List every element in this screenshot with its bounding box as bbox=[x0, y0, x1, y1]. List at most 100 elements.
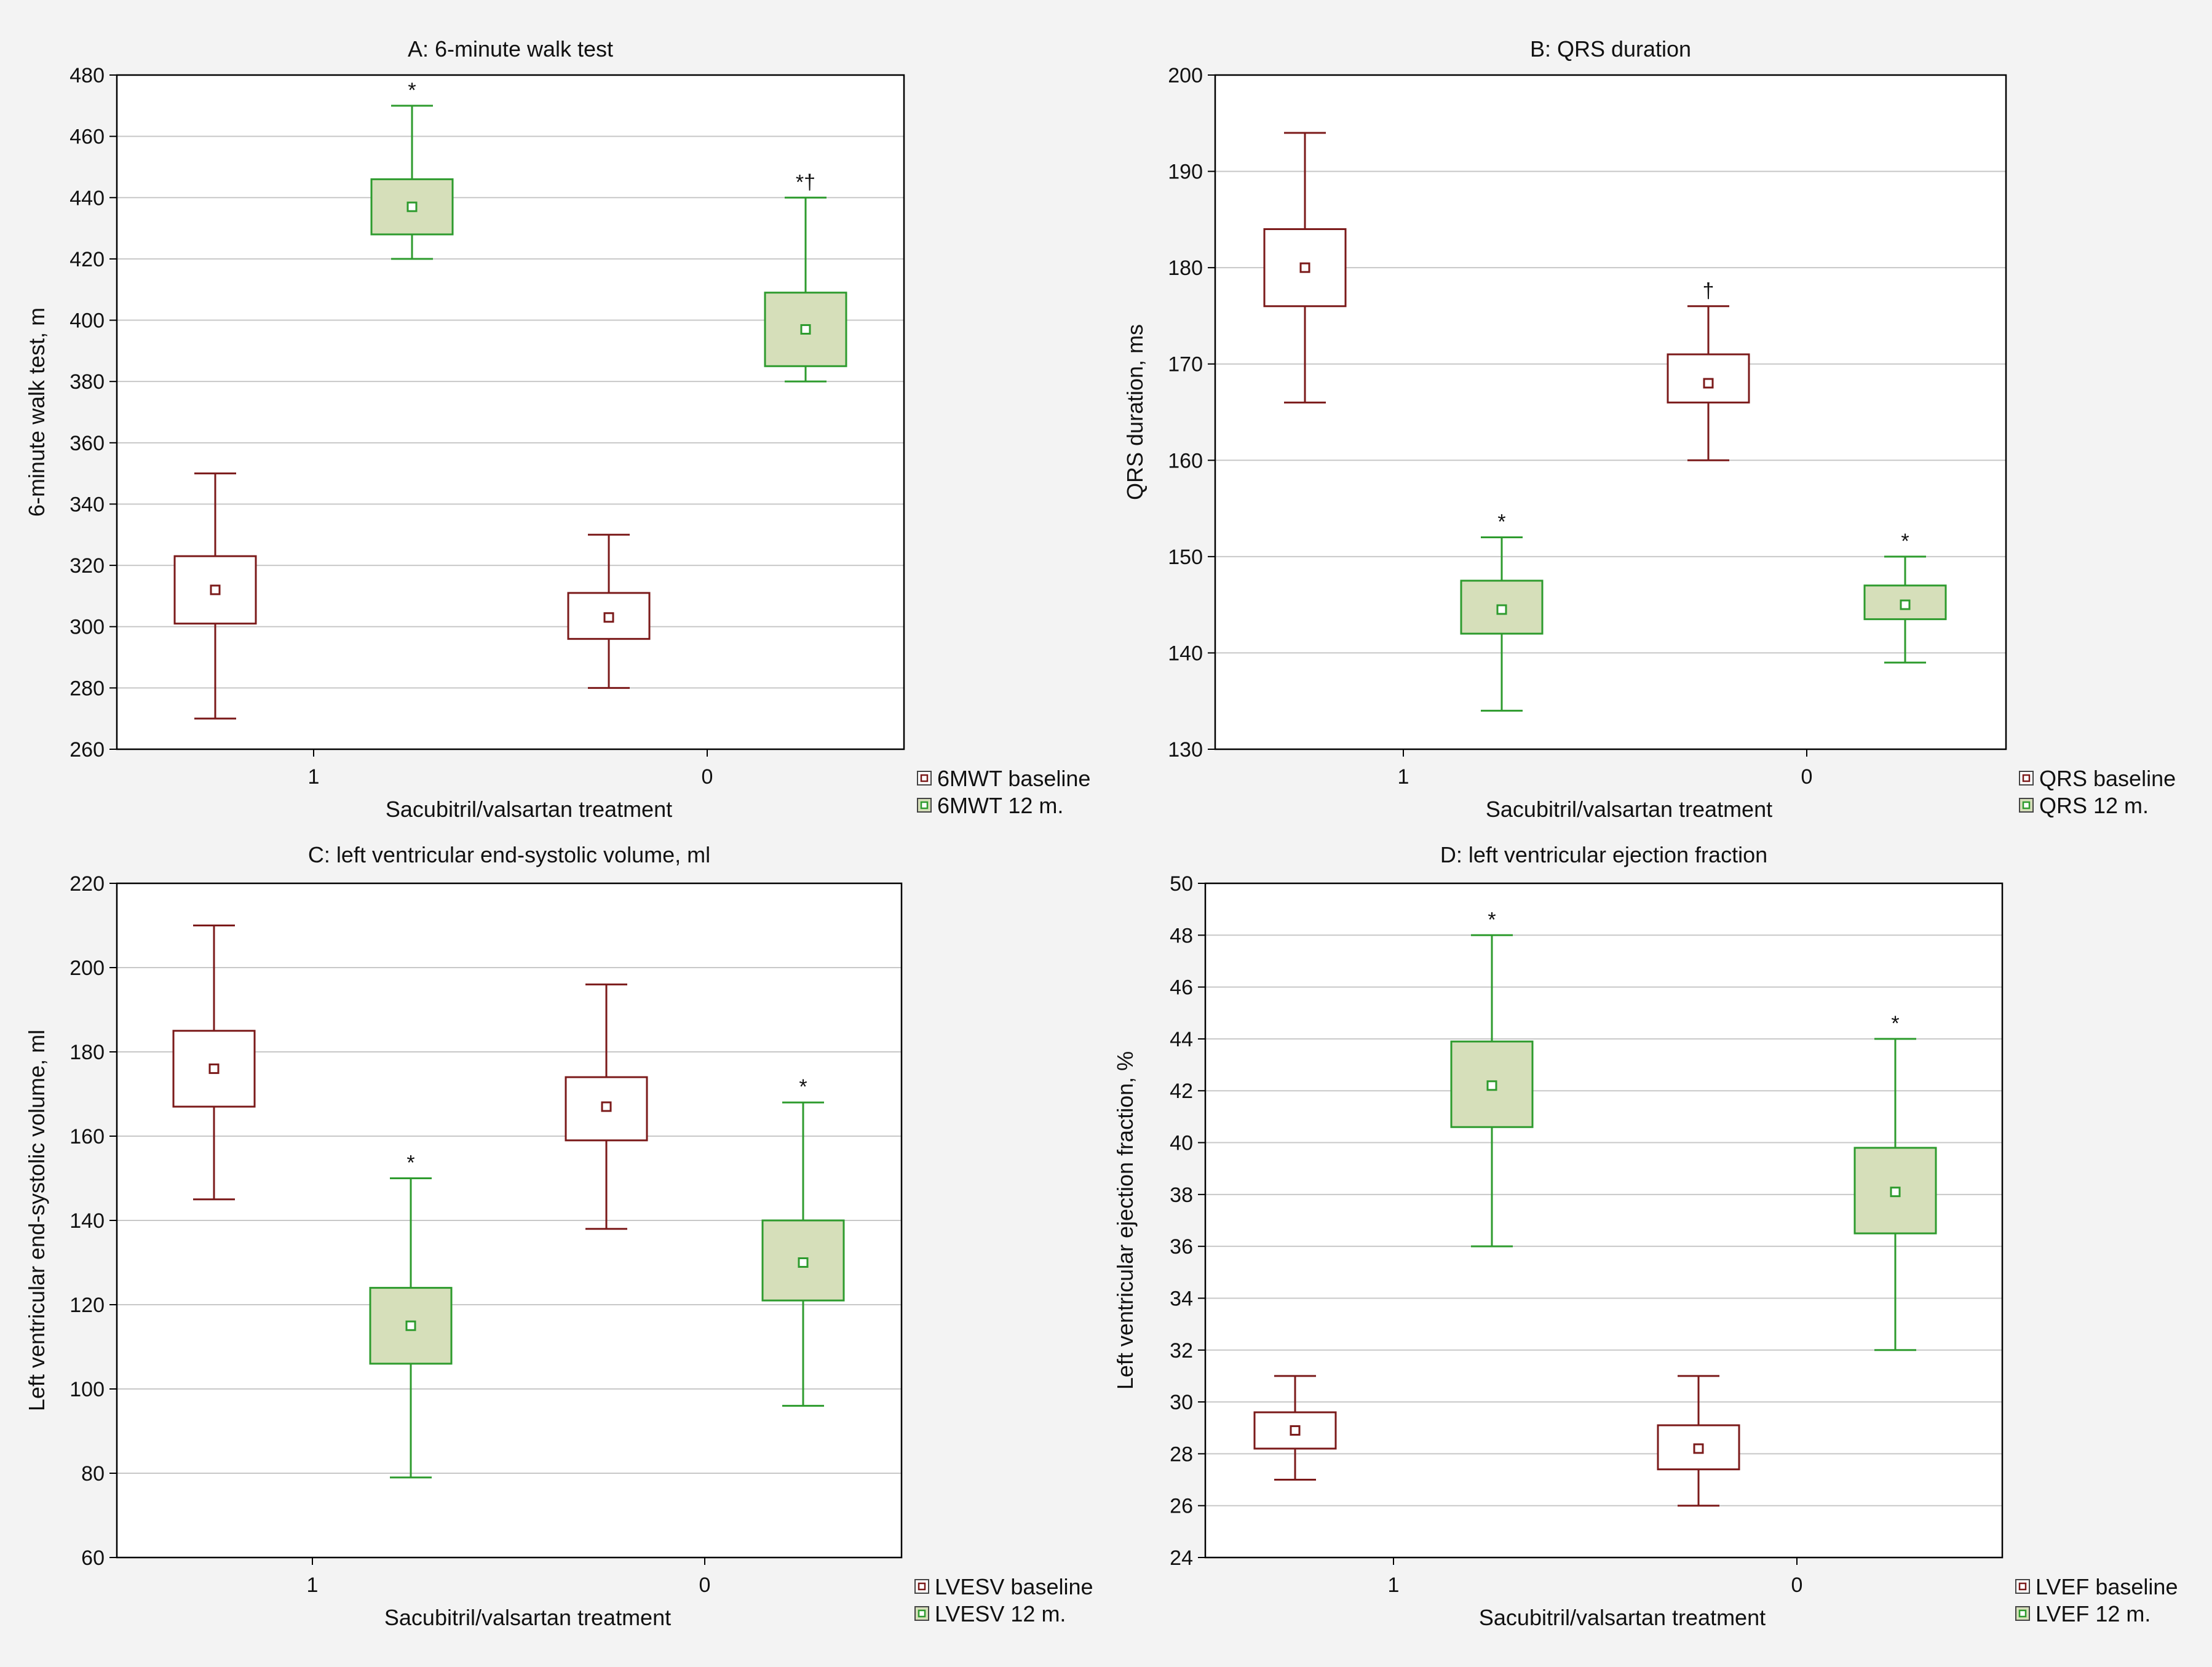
y-tick-label: 150 bbox=[1168, 546, 1203, 569]
box-followup-cat-1: * bbox=[1450, 908, 1534, 1247]
mean-point bbox=[603, 612, 614, 623]
box-baseline-cat-1 bbox=[172, 925, 256, 1201]
y-tick-label: 190 bbox=[1168, 161, 1203, 184]
mean-point bbox=[1703, 378, 1714, 389]
y-tick-label: 400 bbox=[69, 309, 105, 333]
mean-point bbox=[406, 201, 418, 212]
legend-swatch-marker bbox=[918, 1582, 926, 1591]
y-axis-label: QRS duration, ms bbox=[1122, 324, 1148, 500]
y-tick-label: 420 bbox=[69, 248, 105, 271]
y-tick-label: 46 bbox=[1170, 976, 1193, 1000]
plot-area bbox=[1215, 75, 2006, 749]
box-followup-cat-1: * bbox=[1460, 511, 1544, 712]
y-tick-label: 480 bbox=[69, 64, 105, 87]
y-tick-label: 460 bbox=[69, 125, 105, 149]
y-tick-label: 28 bbox=[1170, 1442, 1193, 1466]
y-tick-label: 44 bbox=[1170, 1028, 1193, 1051]
box-followup-cat-0: * bbox=[761, 1075, 845, 1407]
box-baseline-cat-1 bbox=[1253, 1375, 1337, 1481]
legend-label: LVESV baseline bbox=[935, 1574, 1093, 1599]
y-tick-label: 170 bbox=[1168, 353, 1203, 376]
x-axis-label: Sacubitril/valsartan treatment bbox=[1479, 1605, 1766, 1630]
mean-point bbox=[1496, 604, 1507, 615]
legend-swatch-marker bbox=[918, 1609, 926, 1618]
chart-title: D: left ventricular ejection fraction bbox=[1440, 842, 1767, 867]
x-tick-label: 0 bbox=[699, 1574, 711, 1597]
y-tick-label: 24 bbox=[1170, 1546, 1193, 1570]
y-tick-label: 36 bbox=[1170, 1235, 1193, 1259]
significance-marker: * bbox=[406, 1152, 414, 1175]
y-tick-label: 220 bbox=[69, 872, 105, 896]
mean-point bbox=[210, 584, 221, 595]
box-baseline-cat-0 bbox=[565, 983, 648, 1230]
box-baseline-cat-1 bbox=[1263, 132, 1347, 404]
significance-marker: * bbox=[1901, 530, 1909, 553]
x-tick-label: 0 bbox=[1801, 765, 1813, 789]
mean-point bbox=[1693, 1443, 1704, 1454]
chart-panel-c: 60 80 100 120 140 160 180 200 220 1 0 C: left ventr… bbox=[24, 842, 1093, 1630]
significance-marker: * bbox=[408, 79, 416, 102]
x-axis-label: Sacubitril/valsartan treatment bbox=[386, 797, 672, 822]
legend-label: QRS baseline bbox=[2039, 766, 2176, 791]
legend-label: LVEF 12 m. bbox=[2036, 1601, 2151, 1626]
box-followup-cat-1: * bbox=[370, 79, 454, 260]
legend-swatch-marker bbox=[2022, 801, 2031, 810]
y-tick-label: 160 bbox=[1168, 449, 1203, 472]
y-tick-label: 120 bbox=[69, 1294, 105, 1317]
mean-point bbox=[800, 324, 811, 335]
plot-frame bbox=[1204, 882, 2004, 1559]
significance-marker: * bbox=[1488, 908, 1496, 931]
y-axis-label: Left ventricular ejection fraction, % bbox=[1112, 1051, 1138, 1390]
chart-title: A: 6-minute walk test bbox=[408, 36, 613, 62]
chart-title: B: QRS duration bbox=[1530, 36, 1691, 62]
y-tick-label: 340 bbox=[69, 493, 105, 516]
mean-point bbox=[601, 1101, 612, 1112]
y-tick-label: 280 bbox=[69, 677, 105, 700]
legend-swatch-marker bbox=[2018, 1609, 2027, 1618]
x-tick-label: 1 bbox=[308, 765, 320, 789]
y-tick-label: 26 bbox=[1170, 1495, 1193, 1518]
box-body bbox=[172, 1030, 256, 1108]
y-tick-label: 32 bbox=[1170, 1339, 1193, 1363]
mean-point bbox=[1299, 262, 1310, 273]
legend-label: 6MWT 12 m. bbox=[937, 793, 1063, 818]
y-tick-label: 320 bbox=[69, 554, 105, 578]
legend-swatch-marker bbox=[2018, 1582, 2027, 1591]
mean-point bbox=[405, 1320, 416, 1331]
y-tick-label: 180 bbox=[69, 1041, 105, 1064]
y-tick-label: 48 bbox=[1170, 924, 1193, 947]
y-tick-label: 380 bbox=[69, 370, 105, 394]
legend-label: LVESV 12 m. bbox=[935, 1601, 1066, 1626]
y-tick-label: 34 bbox=[1170, 1287, 1193, 1310]
legend-swatch-marker bbox=[920, 801, 929, 810]
significance-marker: * bbox=[799, 1075, 807, 1099]
box-baseline-cat-0 bbox=[1657, 1375, 1740, 1507]
y-axis-label: 6-minute walk test, m bbox=[24, 308, 49, 517]
y-tick-label: 440 bbox=[69, 186, 105, 210]
legend-swatch-marker bbox=[2022, 774, 2031, 782]
legend-label: QRS 12 m. bbox=[2039, 793, 2149, 818]
x-axis-label: Sacubitril/valsartan treatment bbox=[384, 1605, 671, 1630]
plot-frame bbox=[116, 882, 903, 1559]
y-tick-label: 130 bbox=[1168, 738, 1203, 762]
y-tick-label: 42 bbox=[1170, 1080, 1193, 1103]
y-tick-label: 260 bbox=[69, 738, 105, 762]
box-followup-cat-0: *† bbox=[764, 170, 847, 383]
y-tick-label: 360 bbox=[69, 432, 105, 455]
mean-point bbox=[1486, 1080, 1497, 1091]
x-tick-label: 0 bbox=[1791, 1574, 1803, 1597]
y-tick-label: 140 bbox=[69, 1209, 105, 1233]
chart-panel-b: 130 140 150 160 170 180 190 200 1 0 B: QRS duratio… bbox=[1122, 36, 2176, 822]
mean-point bbox=[208, 1063, 220, 1074]
legend-swatch-marker bbox=[920, 774, 929, 782]
x-tick-label: 1 bbox=[1398, 765, 1409, 789]
legend-label: 6MWT baseline bbox=[937, 766, 1090, 791]
mean-point bbox=[798, 1257, 809, 1268]
y-tick-label: 80 bbox=[81, 1462, 105, 1486]
box-baseline-cat-1 bbox=[173, 472, 257, 720]
x-tick-label: 1 bbox=[307, 1574, 319, 1597]
box-followup-cat-0: * bbox=[1863, 530, 1947, 664]
plot-frame bbox=[116, 74, 905, 750]
